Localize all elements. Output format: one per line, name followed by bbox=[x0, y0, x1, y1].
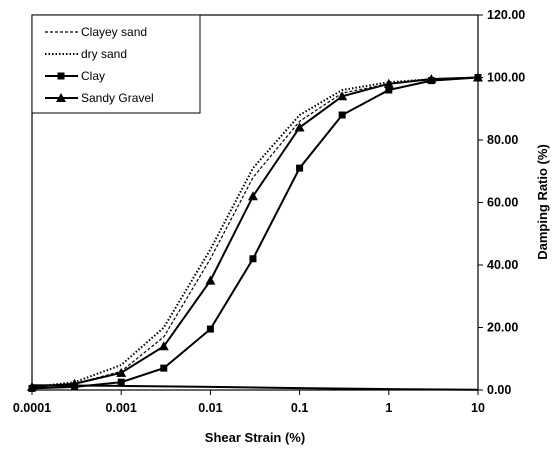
legend-label-2: Clay bbox=[81, 69, 105, 83]
series-2 bbox=[28, 74, 482, 392]
data-point-3-5 bbox=[247, 191, 258, 201]
data-point-3-7 bbox=[337, 91, 348, 101]
series-1 bbox=[31, 76, 479, 388]
data-point-3-8 bbox=[383, 78, 394, 88]
x-tick-label: 1 bbox=[385, 401, 392, 415]
legend-items: Clayey sand dry sand Clay Sandy Gravel bbox=[45, 25, 154, 105]
y-tick-label: 100.00 bbox=[487, 71, 525, 85]
data-point-2-4 bbox=[206, 325, 214, 333]
x-tick-label: 0.001 bbox=[106, 401, 137, 415]
legend-label-3: Sandy Gravel bbox=[81, 91, 154, 105]
x-tick-label: 0.1 bbox=[291, 401, 308, 415]
y-tick-label: 120.00 bbox=[487, 8, 525, 22]
data-point-3-3 bbox=[158, 341, 169, 351]
data-point-3-9 bbox=[426, 74, 437, 84]
data-point-2-5 bbox=[249, 255, 257, 263]
legend-label-0: Clayey sand bbox=[81, 25, 147, 39]
y-tick-label: 20.00 bbox=[487, 321, 518, 335]
y-tick-label: 80.00 bbox=[487, 133, 518, 147]
data-point-2-2 bbox=[117, 378, 125, 386]
ticks-layer: 0.0001 0.001 0.01 0.1 1 100.00 20.00 40.00 60.00… bbox=[13, 8, 525, 415]
series-line-2 bbox=[31, 76, 479, 390]
x-tick-label: 0.01 bbox=[198, 401, 222, 415]
series-line-0 bbox=[31, 76, 479, 388]
x-tick-label: 0.0001 bbox=[13, 401, 51, 415]
data-point-2-3 bbox=[160, 364, 168, 372]
x-axis-title: Shear Strain (%) bbox=[205, 430, 305, 445]
y-tick-label: 0.00 bbox=[487, 383, 511, 397]
series-line-4 bbox=[31, 384, 479, 391]
series-line-1 bbox=[31, 76, 479, 388]
legend-marker-2 bbox=[57, 72, 65, 80]
legend: Clayey sand dry sand Clay Sandy Gravel bbox=[31, 14, 201, 114]
y-tick-label: 60.00 bbox=[487, 196, 518, 210]
data-point-2-7 bbox=[338, 111, 346, 119]
y-axis-title: Damping Ratio (%) bbox=[535, 144, 550, 260]
data-point-3-4 bbox=[205, 275, 216, 285]
x-tick-label: 10 bbox=[471, 401, 485, 415]
data-point-2-6 bbox=[296, 164, 304, 172]
data-point-2-8 bbox=[385, 86, 393, 94]
series-3 bbox=[27, 72, 483, 391]
series-0 bbox=[31, 76, 479, 388]
series-layer bbox=[27, 72, 483, 392]
y-tick-label: 40.00 bbox=[487, 258, 518, 272]
legend-label-1: dry sand bbox=[81, 47, 127, 61]
data-point-3-0 bbox=[27, 381, 37, 391]
legend-marker-3 bbox=[56, 93, 66, 102]
series-line-3 bbox=[31, 76, 479, 388]
data-point-3-6 bbox=[294, 122, 305, 132]
data-point-3-2 bbox=[116, 367, 127, 377]
series-4 bbox=[31, 384, 479, 391]
